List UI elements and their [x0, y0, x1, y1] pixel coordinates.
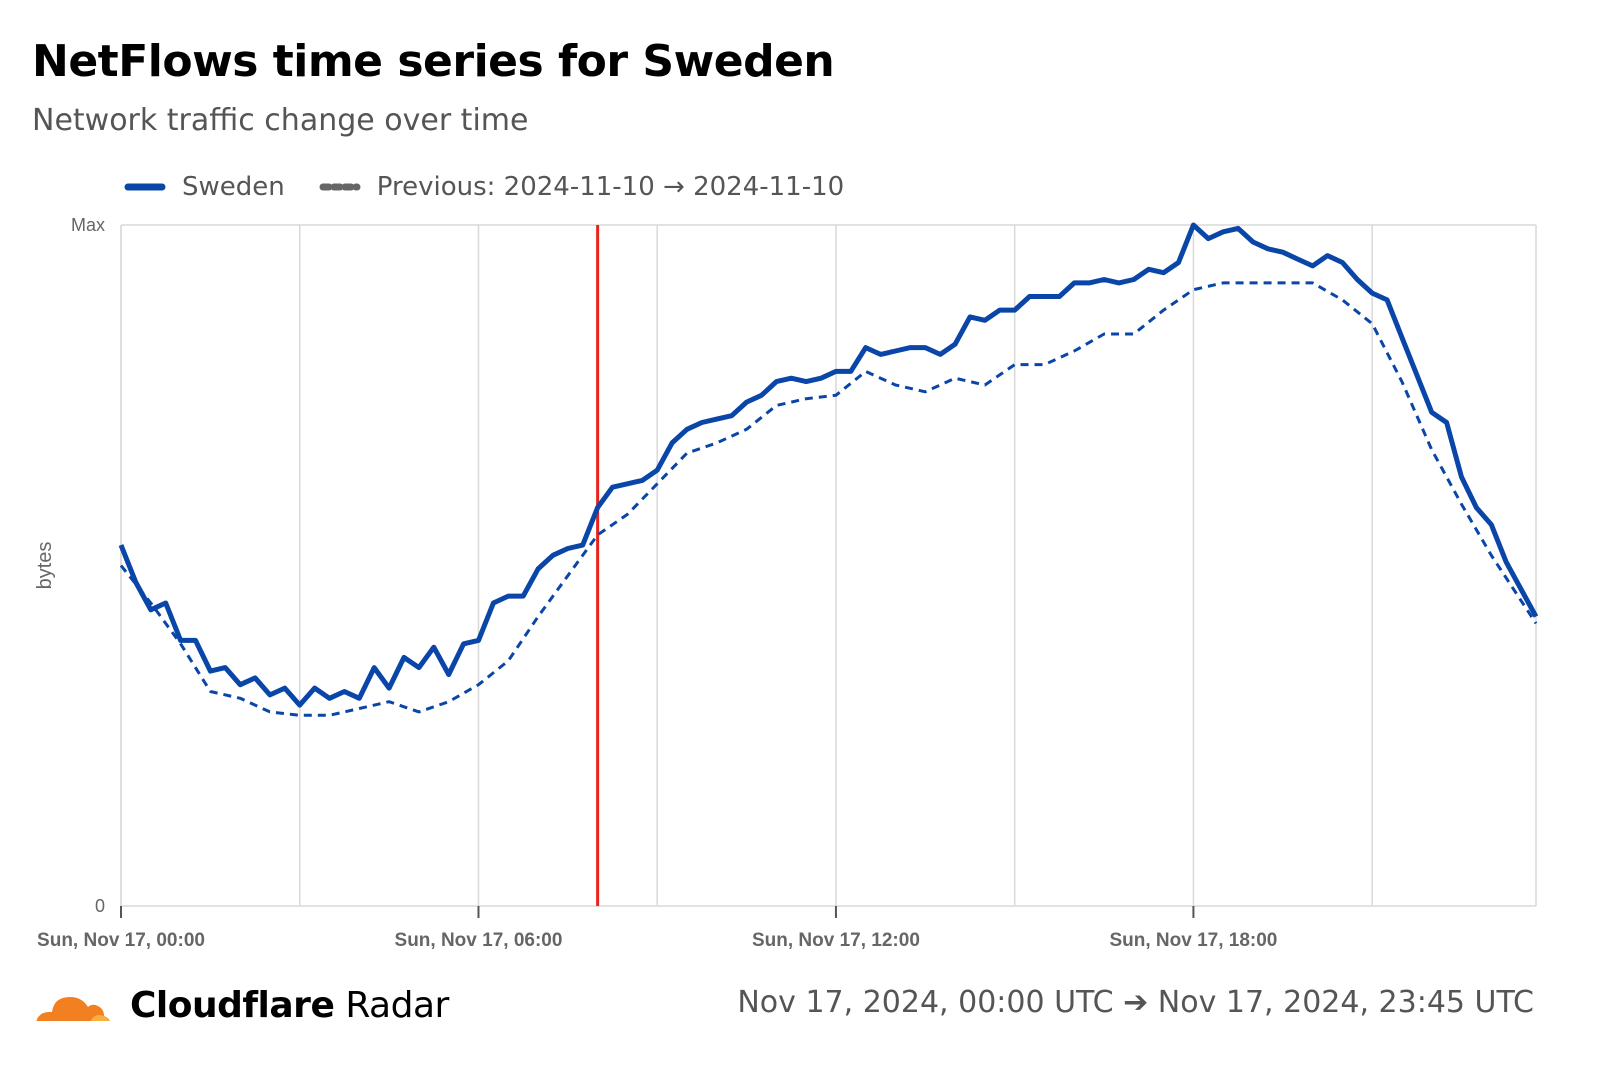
series-line-previous — [119, 281, 1538, 717]
legend-label-current: Sweden — [182, 172, 285, 202]
x-tick-label-3: Sun, Nov 17, 18:00 — [1109, 930, 1277, 951]
page-title: NetFlows time series for Sweden — [32, 36, 835, 87]
x-tick-label-0: Sun, Nov 17, 00:00 — [37, 930, 205, 951]
legend-item-current[interactable]: Sweden — [124, 172, 285, 202]
chart-legend: Sweden Previous: 2024-11-10 → 2024-11-10 — [124, 170, 878, 204]
cloudflare-cloud-icon — [34, 997, 112, 1024]
x-tick-label-2: Sun, Nov 17, 12:00 — [752, 930, 920, 951]
legend-item-previous[interactable]: Previous: 2024-11-10 → 2024-11-10 — [319, 172, 844, 202]
legend-swatch-dashed — [319, 183, 361, 191]
y-tick-label-min: 0 — [95, 896, 105, 916]
brand-light: Radar — [345, 984, 449, 1026]
page-subtitle: Network traffic change over time — [32, 103, 529, 138]
brand-name: Cloudflare Radar — [130, 985, 449, 1026]
date-range: Nov 17, 2024, 00:00 UTC ➔ Nov 17, 2024, … — [737, 985, 1534, 1020]
brand-bold: Cloudflare — [130, 984, 335, 1026]
y-axis-label: bytes — [34, 542, 56, 590]
series-line-sweden — [118, 222, 1539, 708]
brand-logo-group: Cloudflare Radar — [32, 982, 449, 1028]
legend-swatch-solid — [124, 183, 166, 191]
x-tick-label-1: Sun, Nov 17, 06:00 — [395, 930, 563, 951]
y-tick-label-max: Max — [71, 215, 105, 235]
legend-label-previous: Previous: 2024-11-10 → 2024-11-10 — [376, 172, 845, 202]
netflows-chart: 0 Max bytes Sun, Nov 17, 00:00 Sun, Nov 17, … — [34, 215, 1539, 951]
